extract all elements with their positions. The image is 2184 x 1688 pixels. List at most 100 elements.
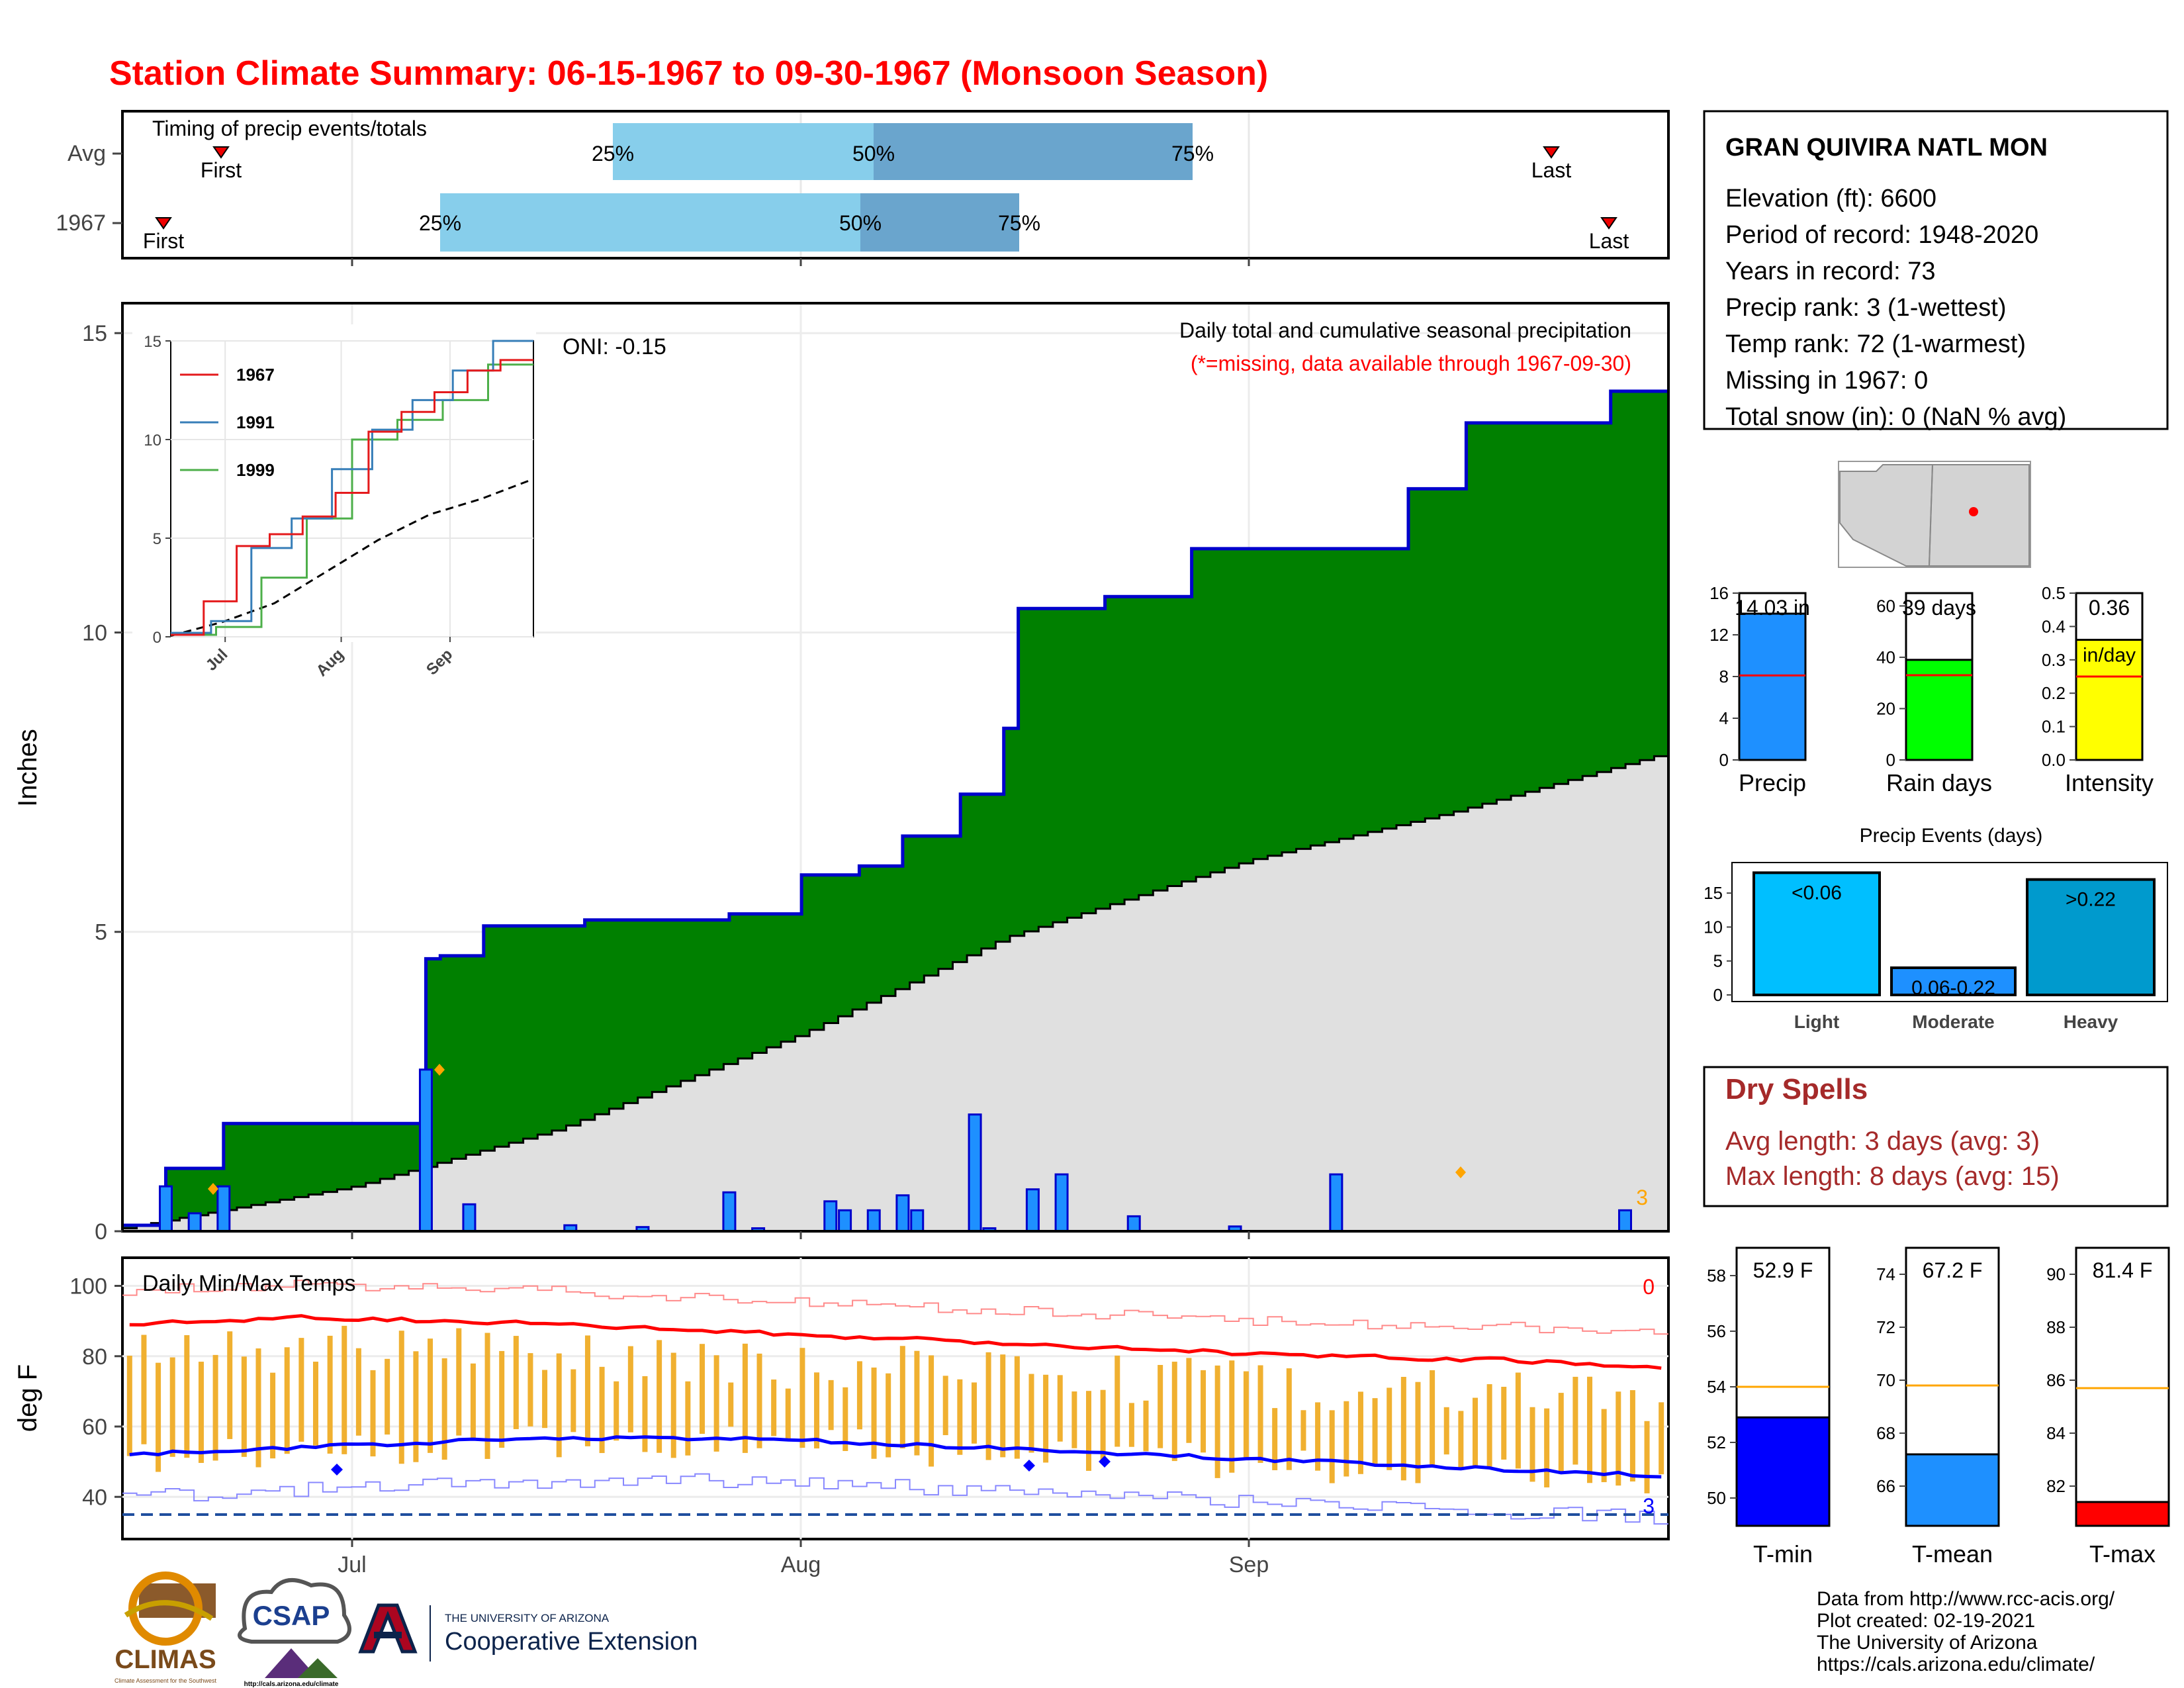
events-bar-label: >0.22 (2066, 889, 2116, 911)
climas-logo: CLIMAS Climate Assessment for the Southw… (114, 1571, 217, 1684)
daily-precip-bar (1329, 1173, 1343, 1233)
timing-label: Timing of precip events/totals (152, 117, 427, 140)
y1967-last-marker (1600, 217, 1617, 230)
daily-temp-bar (370, 1370, 376, 1457)
temp-y-tick: 40 (82, 1485, 107, 1510)
daily-temp-bar (484, 1333, 490, 1459)
summary-y-tick: 4 (1719, 708, 1729, 728)
daily-temp-bar (1000, 1354, 1006, 1458)
daily-temp-bar (542, 1370, 548, 1429)
daily-temp-bar (1343, 1401, 1349, 1477)
inset-y-tick: 15 (144, 333, 161, 351)
daily-temp-bar (1572, 1376, 1578, 1465)
daily-temp-bar (1659, 1402, 1664, 1475)
precip-y-tick: 5 (95, 920, 107, 945)
summary-y-tick: 0.4 (2042, 616, 2066, 636)
daily-temp-bar (1300, 1410, 1306, 1451)
daily-temp-bar (198, 1362, 204, 1463)
events-category: Heavy (2064, 1011, 2118, 1032)
daily-precip-bar (823, 1200, 838, 1233)
footer-line-4: https://cals.arizona.edu/climate/ (1817, 1654, 2095, 1675)
daily-temp-bar (527, 1353, 533, 1427)
temp-summary-value: 52.9 F (1753, 1258, 1813, 1282)
summary-bar-precip (1738, 612, 1807, 761)
station-precip-rank: Precip rank: 3 (1-wettest) (1725, 294, 2006, 322)
summary-y-tick: 0 (1886, 750, 1895, 770)
daily-temp-bar (584, 1335, 590, 1446)
footer-line-3: The University of Arizona (1817, 1632, 2038, 1654)
daily-temp-bar (1201, 1370, 1206, 1453)
timing-row-1967: 1967 (56, 211, 106, 236)
inset-avg-line (170, 478, 534, 637)
daily-precip-bar (418, 1068, 433, 1233)
avg-q50-label: 50% (852, 142, 895, 165)
daily-temp-bar (255, 1348, 261, 1468)
station-temp-rank: Temp rank: 72 (1-warmest) (1725, 330, 2026, 358)
daily-temp-bar (1615, 1391, 1621, 1486)
station-name: GRAN QUIVIRA NATL MON (1725, 134, 2048, 162)
footer-credits: Data from http://www.rcc-acis.org/ Plot … (1817, 1588, 2115, 1675)
daily-temp-bar (1529, 1407, 1535, 1482)
precip-subtitle: Daily total and cumulative seasonal prec… (1179, 318, 1631, 342)
avg-first-marker (212, 146, 230, 159)
daily-temp-bar (1515, 1372, 1521, 1469)
summary-value-unit: in/day (2083, 645, 2136, 667)
temp-summary-y-tick: 72 (1876, 1317, 1895, 1337)
climas-tagline: Climate Assessment for the Southwest (114, 1677, 217, 1684)
record-high-count: 0 (1643, 1275, 1655, 1299)
footer-line-2: Plot created: 02-19-2021 (1817, 1610, 2035, 1632)
daily-temp-bar (284, 1347, 290, 1454)
daily-temp-bar (385, 1358, 390, 1435)
summary-bar-label: Precip (1739, 769, 1806, 796)
daily-temp-bar (1587, 1376, 1593, 1483)
daily-temp-bar (456, 1328, 462, 1436)
station-location-dot (1969, 507, 1978, 516)
record-low-marker-2 (1023, 1460, 1035, 1472)
inset-y-tick: 5 (153, 530, 161, 548)
daily-temp-bar (570, 1369, 576, 1432)
avg-high-line (129, 1314, 1662, 1370)
daily-temp-bar (957, 1379, 963, 1455)
dry-spells-max: Max length: 8 days (avg: 15) (1725, 1162, 2060, 1191)
csap-wordmark: CSAP (253, 1600, 330, 1631)
daily-temp-bar (184, 1335, 190, 1458)
daily-temp-bar (1372, 1398, 1378, 1464)
summary-y-tick: 0.2 (2042, 683, 2066, 703)
daily-precip-bar (838, 1209, 852, 1233)
temp-summary-bar-t-mean (1905, 1453, 2000, 1527)
daily-temp-bar (670, 1352, 676, 1458)
station-snow: Total snow (in): 0 (NaN % avg) (1725, 403, 2066, 431)
figure-title: Station Climate Summary: 06-15-1967 to 0… (109, 54, 1268, 93)
daily-temp-bar (1043, 1374, 1049, 1463)
daily-temp-bar (1243, 1371, 1249, 1460)
daily-temp-bar (700, 1344, 705, 1434)
record-high-line (122, 1280, 1668, 1335)
oni-label: ONI: -0.15 (563, 334, 666, 359)
summary-y-tick: 0.3 (2042, 650, 2066, 670)
y1967-last-label: Last (1589, 229, 1629, 253)
daily-temp-bar (1387, 1387, 1392, 1470)
record-low-count: 3 (1643, 1494, 1655, 1518)
precip-y-tick: 10 (82, 620, 107, 645)
precip-y-tick: 15 (82, 321, 107, 346)
summary-value-text: 39 days (1902, 596, 1976, 620)
record-low-marker-1 (331, 1464, 343, 1476)
daily-temp-bar (513, 1336, 519, 1429)
daily-temp-bar (1186, 1358, 1192, 1443)
daily-temp-bar (1214, 1365, 1220, 1478)
summary-y-tick: 40 (1876, 647, 1895, 667)
station-years: Years in record: 73 (1725, 258, 1936, 285)
summary-bar-label: Intensity (2065, 769, 2154, 796)
precip-events-panel: Precip Events (days) 0 5 10 15 <0.06 Light 0.0… (1704, 825, 2168, 1032)
daily-temp-bar (341, 1325, 347, 1454)
events-y-tick: 5 (1713, 951, 1723, 971)
summary-bar-intensity (2075, 639, 2144, 761)
daily-temp-bar (685, 1381, 691, 1456)
daily-temp-bar (856, 1361, 862, 1430)
daily-precip-bar (1054, 1173, 1069, 1233)
daily-temp-bar (1430, 1370, 1435, 1467)
temp-summary-y-tick: 50 (1707, 1488, 1726, 1508)
daily-temp-bar (742, 1343, 748, 1453)
